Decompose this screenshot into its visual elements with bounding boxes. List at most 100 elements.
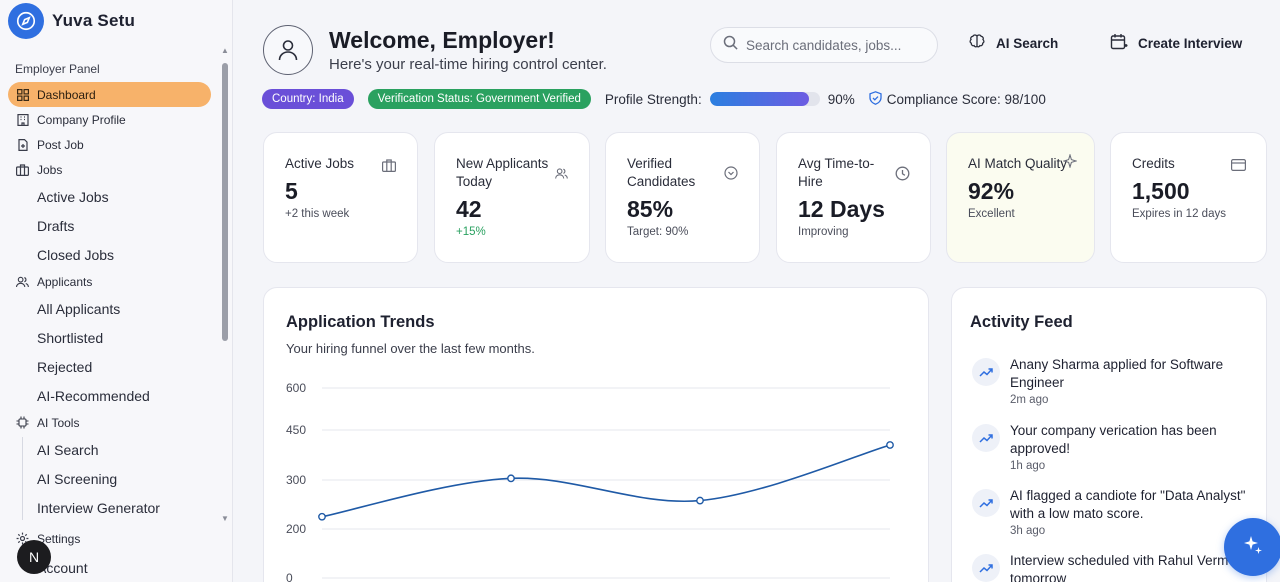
sidebar-item-label: Applicants [37,274,93,289]
ai-tools-submenu: AI Search AI Screening Interview Generat… [0,435,222,522]
sidebar-item-post-job[interactable]: Post Job [8,132,211,157]
stat-card-new-applicants[interactable]: New Applicants Today 42 +15% [434,132,590,263]
sidebar-item-applicants[interactable]: Applicants [8,269,211,294]
stat-card-active-jobs[interactable]: Active Jobs 5 +2 this week [263,132,418,263]
document-plus-icon [16,138,29,151]
stat-value: 5 [285,178,298,204]
scroll-thumb[interactable] [222,63,228,341]
sidebar-subitem-drafts[interactable]: Drafts [37,217,75,234]
activity-time: 2m ago [1010,394,1049,406]
trend-up-icon [972,489,1000,517]
activity-text: AI flagged a candiote for "Data Analyst"… [1010,488,1246,521]
activity-text: Interview scheduled vith Rahul Verm for … [1010,553,1248,582]
y-tick-label: 200 [286,522,306,536]
trend-up-icon [972,424,1000,452]
scroll-up-arrow-icon[interactable]: ▲ [221,46,229,55]
chip-icon [16,416,29,429]
scroll-down-arrow-icon[interactable]: ▼ [221,514,229,523]
profile-strength-bar [709,92,820,106]
clock-icon [894,165,910,181]
activity-time: 3h ago [1010,525,1046,537]
card-icon [1230,157,1246,173]
sidebar-subitem-ai-search[interactable]: AI Search [37,441,99,458]
search-bar[interactable] [710,27,938,63]
brand[interactable]: Yuva Setu [8,3,135,39]
stat-value: 42 [456,196,482,222]
search-input[interactable] [746,37,926,53]
activity-title: Activity Feed [970,313,1073,331]
sidebar-item-ai-tools[interactable]: AI Tools [8,410,211,435]
create-interview-label: Create Interview [1138,36,1243,51]
ai-search-label: AI Search [996,36,1059,51]
country-badge: Country: India [262,89,354,109]
ai-search-button[interactable]: AI Search [968,33,1058,54]
page-subtitle: Here's your real-time hiring control cen… [329,56,607,73]
stat-card-ai-match-quality[interactable]: AI Match Quality 92% Excellent [946,132,1095,263]
data-point[interactable] [886,441,894,449]
data-point[interactable] [507,474,515,483]
sparkle-icon [1062,153,1078,169]
stat-title: Active Jobs [285,156,355,171]
sidebar-subitem-all-applicants[interactable]: All Applicants [37,300,121,317]
building-icon [16,113,29,126]
employer-avatar[interactable] [263,25,313,75]
data-point[interactable] [696,496,704,505]
trend-up-icon [972,358,1000,386]
stat-card-verified-candidates[interactable]: Verified Candidates 85% Target: 90% [605,132,760,263]
status-row: Country: India Verification Status: Gove… [262,89,1046,109]
sidebar-scrollbar[interactable]: ▲ ▼ [221,47,229,523]
activity-item[interactable]: Interview scheduled vith Rahul Verm for … [972,552,1252,582]
app-name: Yuva Setu [52,11,136,30]
sidebar: Yuva Setu Employer Panel Dashboard Compa… [0,0,233,582]
stat-note: +2 this week [285,208,350,220]
jobs-submenu: Active Jobs Drafts Closed Jobs [0,182,222,269]
y-tick-label: 0 [286,571,293,582]
stat-value: 92% [968,178,1015,204]
user-icon [278,40,298,61]
sidebar-item-company-profile[interactable]: Company Profile [8,107,211,132]
activity-item[interactable]: AI flagged a candiote for "Data Analyst"… [972,487,1252,537]
applicants-submenu: All Applicants Shortlisted Rejected AI-R… [0,294,222,410]
nav-section-title: Employer Panel [15,62,100,76]
sidebar-subitem-shortlisted[interactable]: Shortlisted [37,329,104,346]
stat-value: 85% [627,196,674,222]
data-point[interactable] [318,512,326,521]
users-icon [553,165,569,181]
sidebar-item-label: AI Tools [37,415,80,430]
stat-value: 12 Days [798,196,885,222]
sidebar-item-label: Post Job [37,137,84,152]
sidebar-subitem-ai-screening[interactable]: AI Screening [37,470,118,487]
activity-item[interactable]: Your company verication has been approve… [972,422,1252,472]
sidebar-subitem-closed-jobs[interactable]: Closed Jobs [37,246,115,263]
assistant-fab-button[interactable] [1224,518,1280,576]
calendar-plus-icon [1110,33,1128,54]
y-tick-label: 600 [286,381,306,395]
profile-strength-fill [709,92,809,106]
activity-feed-card: Activity Feed Anany Sharma applied for S… [951,287,1267,582]
compass-logo-icon [8,3,44,39]
sidebar-subitem-active-jobs[interactable]: Active Jobs [37,188,109,205]
stat-title: New Applicants Today [456,156,549,189]
grid-icon [16,88,29,101]
sidebar-item-label: Jobs [37,162,63,177]
activity-item[interactable]: Anany Sharma applied for Software Engine… [972,356,1252,406]
chevron-circle-icon [723,165,739,181]
sidebar-item-label: Settings [37,531,81,546]
sidebar-subitem-interview-generator[interactable]: Interview Generator [37,499,160,516]
activity-text: Your company verication has been approve… [1010,423,1217,456]
sidebar-item-dashboard[interactable]: Dashboard [8,82,211,107]
sidebar-subitem-ai-recommended[interactable]: AI-Recommended [37,387,150,404]
stat-card-credits[interactable]: Credits 1,500 Expires in 12 days [1110,132,1267,263]
stat-title: AI Match Quality [968,156,1068,171]
trend-line [321,444,891,518]
stat-card-avg-time-to-hire[interactable]: Avg Time-to-Hire 12 Days Improving [776,132,931,263]
sidebar-item-jobs[interactable]: Jobs [8,157,211,182]
stat-note: Excellent [968,208,1015,220]
create-interview-button[interactable]: Create Interview [1110,33,1242,54]
stat-note: +15% [456,226,486,238]
profile-strength-value: 90% [827,91,855,107]
user-avatar-button[interactable]: N [17,540,51,574]
compliance-score-text: Compliance Score: 98/100 [886,91,1046,107]
profile-strength-label: Profile Strength: [604,91,702,107]
sidebar-subitem-rejected[interactable]: Rejected [37,358,93,375]
